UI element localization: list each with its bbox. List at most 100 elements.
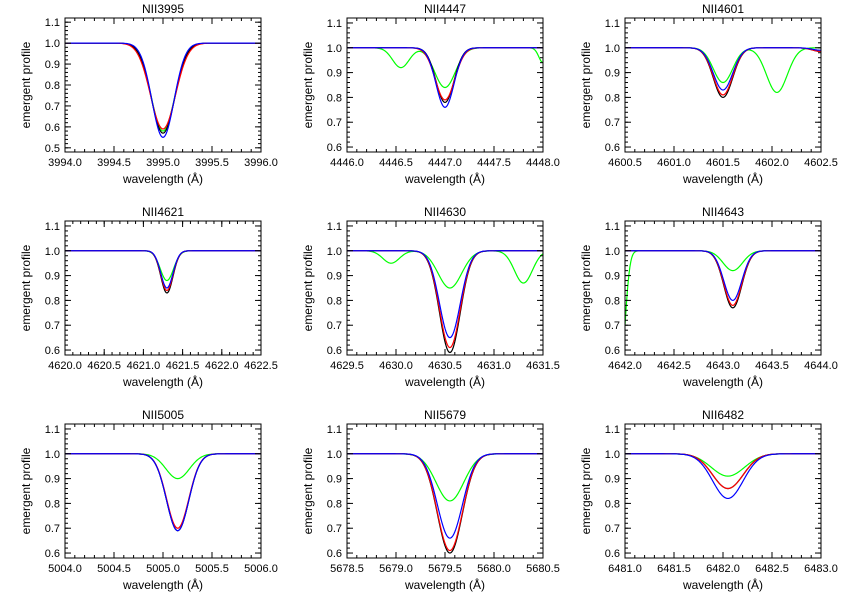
x-tick-label: 5678.5 (330, 563, 364, 575)
series-line-2 (347, 47, 543, 101)
x-axis-label: wavelength (Å) (122, 374, 203, 389)
y-tick-label: 0.8 (327, 92, 342, 104)
x-axis-label: wavelength (Å) (122, 577, 203, 592)
series-line-3 (65, 453, 261, 532)
x-tick-label: 4644.0 (804, 360, 838, 372)
chart-panel-5: 4629.5 4630.0 4630.5 4631.0 4631.5 0.6 0.7 0.8 0… (301, 205, 560, 389)
y-tick-label: 0.9 (327, 271, 342, 283)
series-line-3 (625, 453, 821, 500)
y-tick-label: 0.9 (45, 59, 60, 71)
x-tick-label: 4602.5 (804, 157, 838, 169)
y-tick-label: 0.8 (605, 295, 620, 307)
series-line-3 (625, 250, 821, 302)
plot-frame (624, 17, 822, 153)
y-tick-label: 0.7 (327, 117, 342, 129)
x-tick-label: 5679.0 (379, 563, 413, 575)
y-axis-label: emergent profile (19, 244, 33, 331)
x-tick-label: 4447.5 (477, 157, 511, 169)
chart-title: NII5005 (142, 408, 184, 422)
y-axis-label: emergent profile (579, 41, 593, 128)
series-line-4 (625, 250, 821, 326)
x-tick-label: 4642.5 (657, 360, 691, 372)
x-tick-label: 4622.0 (205, 360, 239, 372)
series-line-2 (625, 453, 821, 490)
y-tick-label: 1.1 (327, 221, 342, 233)
y-tick-label: 0.7 (605, 320, 620, 332)
x-tick-label: 4643.5 (755, 360, 789, 372)
y-tick-label: 0.6 (605, 548, 620, 560)
x-tick-label: 5005.5 (195, 563, 229, 575)
chart-title: NII6482 (702, 408, 744, 422)
y-axis-label: emergent profile (301, 41, 315, 128)
y-tick-label: 0.6 (605, 345, 620, 357)
y-axis-label: emergent profile (19, 447, 33, 534)
y-tick-label: 0.7 (45, 523, 60, 535)
x-tick-label: 3995.5 (195, 157, 229, 169)
y-tick-label: 0.6 (605, 142, 620, 154)
chart-title: NII4447 (424, 2, 466, 16)
y-tick-label: 1.1 (605, 221, 620, 233)
series-group (347, 453, 543, 554)
y-tick-label: 1.0 (45, 246, 60, 258)
plot-frame (346, 423, 544, 559)
series-group (625, 47, 821, 99)
y-tick-label: 1.1 (45, 17, 60, 29)
series-line-2 (65, 250, 261, 292)
x-tick-label: 4631.5 (526, 360, 560, 372)
chart-panel-1: 3994.0 3994.5 3995.0 3995.5 3996.0 0.5 0.6 0.7 0… (19, 2, 278, 186)
y-tick-label: 0.6 (327, 345, 342, 357)
y-tick-label: 0.7 (605, 523, 620, 535)
x-axis-label: wavelength (Å) (404, 171, 485, 186)
chart-panel-7: 5004.0 5004.5 5005.0 5005.5 5006.0 0.6 0.7 0.8 0… (19, 408, 278, 592)
x-tick-label: 3995.0 (146, 157, 180, 169)
plot-frame (624, 220, 822, 356)
x-tick-label: 4446.5 (379, 157, 413, 169)
series-line-2 (347, 453, 543, 552)
y-tick-label: 0.9 (45, 271, 60, 283)
x-tick-label: 4643.0 (706, 360, 740, 372)
x-tick-label: 4448.0 (526, 157, 560, 169)
x-tick-label: 5679.5 (428, 563, 462, 575)
y-tick-label: 1.0 (605, 43, 620, 55)
y-tick-label: 0.9 (45, 474, 60, 486)
series-line-4 (347, 47, 543, 89)
y-axis-label: emergent profile (301, 447, 315, 534)
y-tick-label: 0.9 (605, 271, 620, 283)
x-tick-label: 5006.0 (244, 563, 278, 575)
y-tick-label: 0.7 (45, 320, 60, 332)
series-line-4 (65, 453, 261, 480)
x-axis-label: wavelength (Å) (682, 171, 763, 186)
plot-frame (64, 17, 262, 153)
y-tick-label: 0.6 (45, 122, 60, 134)
series-line-3 (347, 250, 543, 339)
y-tick-label: 0.6 (45, 548, 60, 560)
series-line-3 (65, 42, 261, 138)
series-group (625, 453, 821, 500)
series-line-3 (625, 47, 821, 91)
x-tick-label: 6481.5 (657, 563, 691, 575)
series-line-4 (347, 250, 543, 289)
chart-title: NII4630 (424, 205, 466, 219)
y-tick-label: 0.7 (605, 117, 620, 129)
x-tick-label: 4601.0 (657, 157, 691, 169)
x-tick-label: 5680.0 (477, 563, 511, 575)
y-tick-label: 1.1 (327, 424, 342, 436)
series-group (347, 47, 543, 108)
series-line-3 (347, 47, 543, 108)
series-line-1 (65, 42, 261, 134)
x-tick-label: 5004.5 (97, 563, 131, 575)
y-axis-label: emergent profile (579, 244, 593, 331)
x-tick-label: 4620.0 (48, 360, 82, 372)
chart-panel-3: 4600.5 4601.0 4601.5 4602.0 4602.5 0.6 0.7 0.8 0… (579, 2, 838, 186)
x-tick-label: 4630.5 (428, 360, 462, 372)
y-tick-label: 0.9 (605, 68, 620, 80)
series-line-1 (625, 453, 821, 490)
chart-panel-2: 4446.0 4446.5 4447.0 4447.5 4448.0 0.6 0.7 0.8 0… (301, 2, 560, 186)
x-tick-label: 3996.0 (244, 157, 278, 169)
y-tick-label: 1.1 (605, 424, 620, 436)
series-line-1 (347, 453, 543, 554)
y-tick-label: 0.7 (45, 101, 60, 113)
y-tick-label: 0.8 (45, 80, 60, 92)
x-axis-label: wavelength (Å) (404, 577, 485, 592)
x-tick-label: 6481.0 (608, 563, 642, 575)
